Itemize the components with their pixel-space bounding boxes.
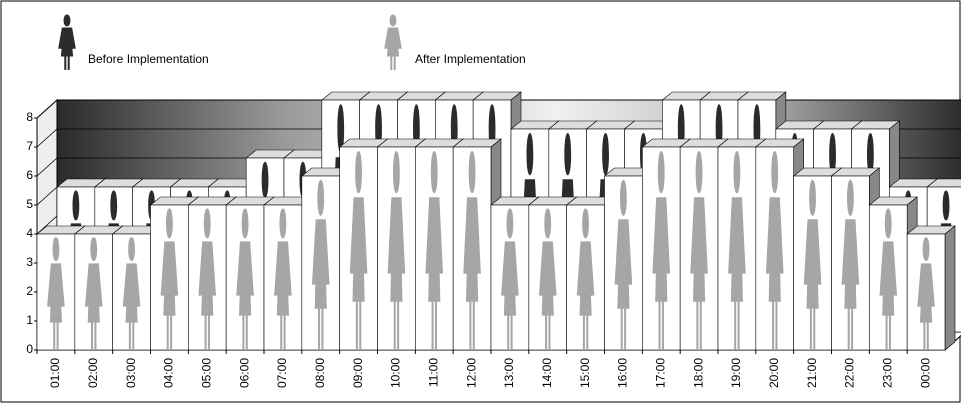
x-tick-label: 20:00 xyxy=(767,358,781,388)
x-tick-label: 23:00 xyxy=(880,358,894,388)
legend-icon xyxy=(58,14,76,70)
legend-label: After Implementation xyxy=(415,52,526,66)
legend-label: Before Implementation xyxy=(88,52,209,66)
y-tick-label: 8 xyxy=(26,110,33,124)
x-tick-label: 15:00 xyxy=(578,358,592,388)
x-tick-label: 22:00 xyxy=(843,358,857,388)
y-tick-label: 3 xyxy=(26,255,33,269)
y-tick-label: 7 xyxy=(26,139,33,153)
x-tick-label: 00:00 xyxy=(918,358,932,388)
bar-side xyxy=(944,225,956,351)
x-tick-label: 11:00 xyxy=(426,358,440,387)
y-tick-label: 5 xyxy=(26,197,33,211)
y-tick-label: 1 xyxy=(26,313,33,327)
x-tick-label: 10:00 xyxy=(389,358,403,388)
x-tick-label: 19:00 xyxy=(729,358,743,388)
x-tick-label: 21:00 xyxy=(805,358,819,388)
x-tick-label: 03:00 xyxy=(124,358,138,388)
x-tick-label: 07:00 xyxy=(275,358,289,388)
x-tick-label: 04:00 xyxy=(162,358,176,388)
legend-icon xyxy=(384,14,402,70)
x-tick-label: 01:00 xyxy=(48,358,62,388)
x-tick-label: 09:00 xyxy=(351,358,365,388)
y-tick-label: 0 xyxy=(26,342,33,356)
x-tick-label: 02:00 xyxy=(86,358,100,388)
y-tick-label: 2 xyxy=(26,284,33,298)
y-tick-label: 4 xyxy=(26,226,33,240)
x-tick-label: 16:00 xyxy=(616,358,630,388)
x-tick-label: 06:00 xyxy=(237,358,251,388)
x-tick-label: 14:00 xyxy=(540,358,554,388)
x-tick-label: 08:00 xyxy=(313,358,327,388)
x-tick-label: 13:00 xyxy=(502,358,516,388)
x-tick-label: 12:00 xyxy=(464,358,478,388)
x-tick-label: 17:00 xyxy=(653,358,667,388)
x-tick-label: 18:00 xyxy=(691,358,705,388)
x-tick-label: 05:00 xyxy=(199,358,213,388)
y-tick-label: 6 xyxy=(26,168,33,182)
